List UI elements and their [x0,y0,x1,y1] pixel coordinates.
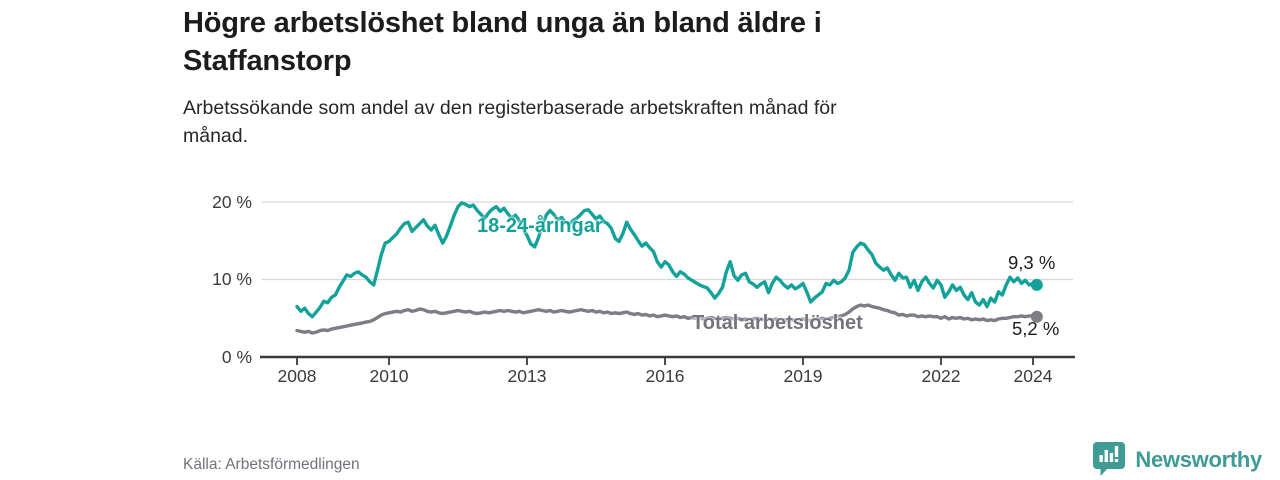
x-axis-tick-label: 2019 [783,366,823,386]
x-axis-tick-label: 2016 [645,366,685,386]
y-axis-label-10: 10 % [212,269,252,289]
subtitle-line-2: månad. [183,125,249,147]
x-axis-tick-label: 2010 [369,366,409,386]
y-axis-label-0: 0 % [221,347,252,367]
end-value-youth: 9,3 % [1008,252,1056,273]
brand-logo: Newsworthy [1090,441,1262,479]
x-axis-tick-label: 2013 [507,366,547,386]
end-value-total: 5,2 % [1012,318,1060,339]
brand-name: Newsworthy [1135,447,1262,472]
title-line-1: Högre arbetslöshet bland unga än bland ä… [183,7,822,39]
source-note: Källa: Arbetsförmedlingen [183,456,360,473]
subtitle-line-1: Arbetssökande som andel av den registerb… [183,97,837,119]
x-axis-tick-label: 2008 [277,366,317,386]
x-axis-tick-label: 2022 [921,366,961,386]
x-axis-tick-label: 2024 [1013,366,1053,386]
series-label-youth: 18-24-åringar [477,215,603,237]
title-line-2: Staffanstorp [183,45,352,77]
y-axis-label-20: 20 % [212,192,252,212]
series-label-total: Total arbetslöshet [692,312,863,334]
newsworthy-bubble-chart-icon [1090,440,1127,480]
page-title: Högre arbetslöshet bland unga än bland ä… [183,4,1033,80]
chart-subtitle: Arbetssökande som andel av den registerb… [183,94,1033,150]
